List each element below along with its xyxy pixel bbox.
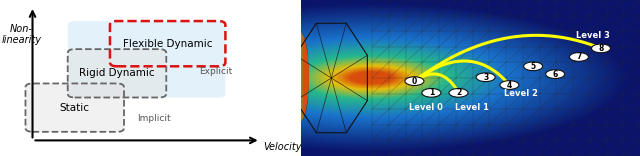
FancyBboxPatch shape — [26, 83, 124, 132]
FancyBboxPatch shape — [68, 49, 166, 98]
Text: 5: 5 — [531, 62, 536, 71]
Text: 1: 1 — [429, 88, 434, 97]
Text: Implicit: Implicit — [137, 114, 170, 123]
Circle shape — [524, 62, 543, 71]
Text: 2: 2 — [456, 88, 461, 97]
Text: Level 1: Level 1 — [455, 103, 489, 112]
Text: Level 0: Level 0 — [410, 103, 444, 112]
Circle shape — [449, 88, 468, 97]
Text: Non-
linearity: Non- linearity — [1, 24, 41, 45]
Text: Rigid Dynamic: Rigid Dynamic — [79, 68, 155, 78]
Text: 4: 4 — [507, 80, 512, 90]
Text: 6: 6 — [552, 70, 558, 79]
Text: Explicit: Explicit — [199, 67, 232, 76]
Circle shape — [570, 53, 588, 61]
Text: Static: Static — [60, 103, 90, 113]
Text: Velocity: Velocity — [264, 142, 302, 152]
Text: 8: 8 — [598, 44, 604, 53]
Text: 7: 7 — [576, 52, 582, 61]
Circle shape — [422, 88, 441, 97]
Text: 3: 3 — [483, 73, 488, 82]
Circle shape — [591, 44, 611, 53]
Text: 0: 0 — [412, 77, 417, 86]
Circle shape — [500, 81, 519, 89]
Text: Level 3: Level 3 — [575, 31, 609, 40]
Text: Flexible Dynamic: Flexible Dynamic — [123, 39, 212, 49]
Text: Level 2: Level 2 — [504, 89, 538, 98]
Circle shape — [476, 73, 495, 82]
Circle shape — [546, 70, 564, 78]
FancyBboxPatch shape — [68, 21, 225, 98]
Circle shape — [405, 77, 424, 85]
